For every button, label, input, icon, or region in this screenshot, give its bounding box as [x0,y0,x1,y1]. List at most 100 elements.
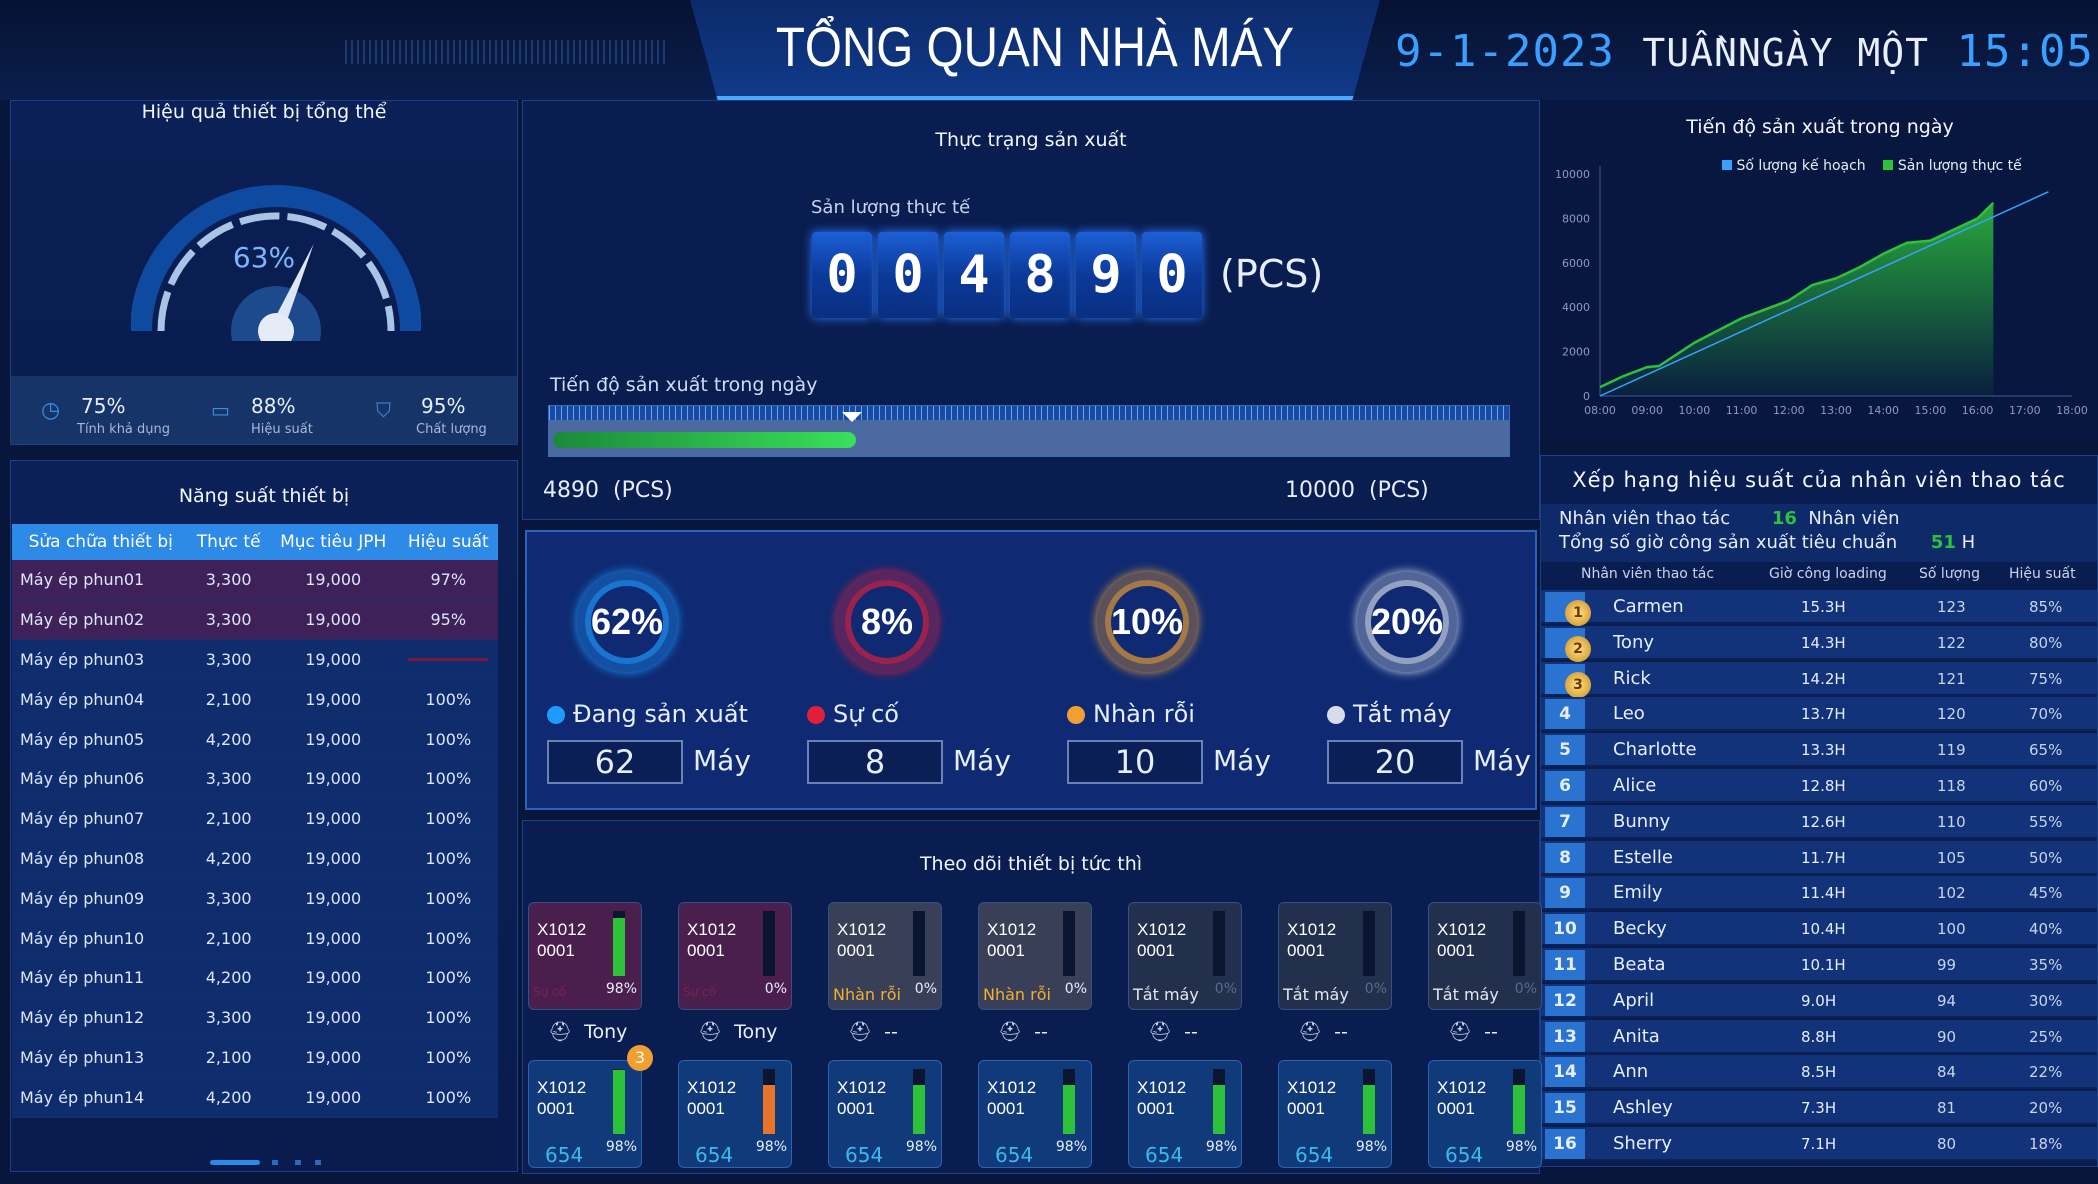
ranking-panel: Xếp hạng hiệu suất của nhân viên thao tá… [1540,455,2098,1167]
table-row[interactable]: Máy ép phun10 2,100 19,000 100% [12,918,498,959]
table-cell: 19,000 [267,679,399,720]
machine-card[interactable]: X1012 0001 654 98% 3 [528,1045,653,1168]
machine-qty: 654 [1295,1143,1334,1167]
machine-code: X1012 0001 [1287,1078,1337,1118]
datetime: 9-1-2023 Tuầnngày một 15:05 [1395,26,2094,77]
table-cell: 4,200 [189,957,268,999]
x-tick-label: 09:00 [1631,404,1663,417]
status-count: 62 [547,740,683,784]
ranking-row[interactable]: 3 Rick 14.2H 121 75% [1541,661,2097,698]
table-row[interactable]: Máy ép phun06 3,300 19,000 100% [12,758,498,800]
table-row[interactable]: Máy ép phun08 4,200 19,000 100% [12,838,498,879]
table-row[interactable]: Máy ép phun12 3,300 19,000 100% [12,997,498,1039]
legend-plan: Số lượng kế hoạch [1736,158,1866,174]
ranking-row[interactable]: 6 Alice 12.8H 118 60% [1541,769,2097,803]
table-row[interactable]: Máy ép phun05 4,200 19,000 100% [12,719,498,760]
operator-name: Charlotte [1613,739,1697,761]
progress-marker-icon [841,412,862,422]
metric-label: Hiệu suất [251,422,313,437]
table-row[interactable]: Máy ép phun13 2,100 19,000 100% [12,1037,498,1078]
table-cell: Máy ép phun09 [12,878,190,919]
counter-unit: (PCS) [1220,252,1324,296]
machine-pct: 98% [1355,1139,1387,1155]
oee-title: Hiệu quả thiết bị tổng thể [141,101,387,123]
table-cell: 19,000 [267,560,399,601]
ranking-title: Xếp hạng hiệu suất của nhân viên thao tá… [1572,468,2066,492]
pager-active[interactable] [210,1160,260,1165]
table-row[interactable]: Máy ép phun11 4,200 19,000 100% [12,957,498,999]
machine-code: X1012 0001 [687,1078,737,1118]
ranking-row[interactable]: 11 Beata 10.1H 99 35% [1541,948,2097,982]
x-tick-label: 13:00 [1820,404,1852,417]
weekday: Tuầnngày một [1642,31,1929,75]
table-cell: Máy ép phun13 [12,1037,190,1078]
machine-pct: 98% [605,1139,637,1155]
machine-card[interactable]: X1012 0001 Sự cố 98% [528,902,642,1010]
ranking-row[interactable]: 7 Bunny 12.6H 110 55% [1541,804,2097,839]
machine-card[interactable]: X1012 0001 Tắt máy 0% [1128,902,1242,1010]
table-row[interactable]: Máy ép phun09 3,300 19,000 100% [12,878,498,919]
operator-name: Ashley [1613,1097,1673,1119]
loading-hours: 13.3H [1801,741,1846,760]
ranking-row[interactable]: 2 Tony 14.3H 122 80% [1541,625,2097,662]
pager-dot[interactable] [295,1160,301,1165]
rank-number: 1 [1545,592,1591,626]
operator-icon: ⛑ [1148,1021,1173,1043]
quantity: 81 [1937,1099,1957,1118]
ranking-row[interactable]: 14 Ann 8.5H 84 22% [1541,1055,2097,1090]
table-row[interactable]: Máy ép phun04 2,100 19,000 100% [12,679,498,720]
efficiency: 80% [2029,633,2063,652]
status-ring: 62% [577,572,677,672]
alert-badge[interactable]: 3 [627,1045,653,1071]
ranking-row[interactable]: 5 Charlotte 13.3H 119 65% [1541,733,2097,768]
machine-card[interactable]: X1012 0001 654 98% [1428,1060,1542,1168]
rank-number: 14 [1545,1057,1585,1088]
table-row[interactable]: Máy ép phun01 3,300 19,000 97% [12,560,498,601]
production-title: Thực trạng sản xuất [935,129,1127,151]
machine-pct: 0% [1214,981,1237,997]
machine-card[interactable]: X1012 0001 Nhàn rỗi 0% [978,902,1092,1010]
machine-card[interactable]: X1012 0001 654 98% [1278,1060,1392,1168]
machine-card[interactable]: X1012 0001 Tắt máy 0% [1428,902,1542,1010]
table-cell: 3,300 [189,758,268,800]
ranking-row[interactable]: 15 Ashley 7.3H 81 20% [1541,1091,2097,1126]
ranking-row[interactable]: 8 Estelle 11.7H 105 50% [1541,840,2097,875]
machine-card[interactable]: X1012 0001 654 98% [1128,1060,1242,1168]
machine-card[interactable]: X1012 0001 Sự cố 0% [678,902,792,1010]
ranking-row[interactable]: 12 April 9.0H 94 30% [1541,983,2097,1018]
pager-dot[interactable] [272,1160,278,1165]
quantity: 80 [1937,1135,1957,1153]
table-row[interactable]: Máy ép phun03 3,300 19,000 [12,639,498,680]
date: 9-1-2023 [1395,26,1615,77]
pager-dot[interactable] [315,1160,321,1165]
ranking-row[interactable]: 16 Sherry 7.1H 80 18% [1541,1127,2097,1161]
machine-card[interactable]: X1012 0001 Tắt máy 0% [1278,902,1392,1010]
status-dot-icon [807,706,825,724]
hours-label: Tổng số giờ công sản xuất tiêu chuẩn [1559,532,1898,553]
table-row[interactable]: Máy ép phun07 2,100 19,000 100% [12,798,498,840]
ranking-row[interactable]: 4 Leo 13.7H 120 70% [1541,697,2097,732]
ranking-row[interactable]: 10 Becky 10.4H 100 40% [1541,912,2097,947]
machine-card[interactable]: X1012 0001 654 98% [978,1060,1092,1168]
machine-pct: 0% [1064,981,1087,997]
machine-card[interactable]: X1012 0001 654 98% [828,1060,942,1168]
machine-card[interactable]: X1012 0001 654 98% [678,1060,792,1168]
ranking-row[interactable]: 9 Emily 11.4H 102 45% [1541,876,2097,911]
ranking-row[interactable]: 13 Anita 8.8H 90 25% [1541,1019,2097,1054]
table-row[interactable]: Máy ép phun14 4,200 19,000 100% [12,1077,498,1118]
machine-code: X1012 0001 [1437,1078,1487,1118]
rank-number: 12 [1545,985,1585,1016]
metric-value: 88% [251,394,296,418]
loading-hours: 8.8H [1801,1027,1837,1046]
table-cell: Máy ép phun03 [12,639,190,680]
operator-name: Sherry [1613,1133,1673,1154]
table-cell: 19,000 [267,758,399,800]
machine-qty: 654 [845,1143,884,1167]
machine-pct: 98% [1055,1139,1087,1155]
ranking-row[interactable]: 1 Carmen 15.3H 123 85% [1541,590,2097,626]
table-row[interactable]: Máy ép phun02 3,300 19,000 95% [12,599,498,641]
operator-name: Rick [1613,667,1651,689]
x-tick-label: 11:00 [1726,404,1758,417]
machine-card[interactable]: X1012 0001 Nhàn rỗi 0% [828,902,942,1010]
hours-unit: H [1961,532,1976,553]
